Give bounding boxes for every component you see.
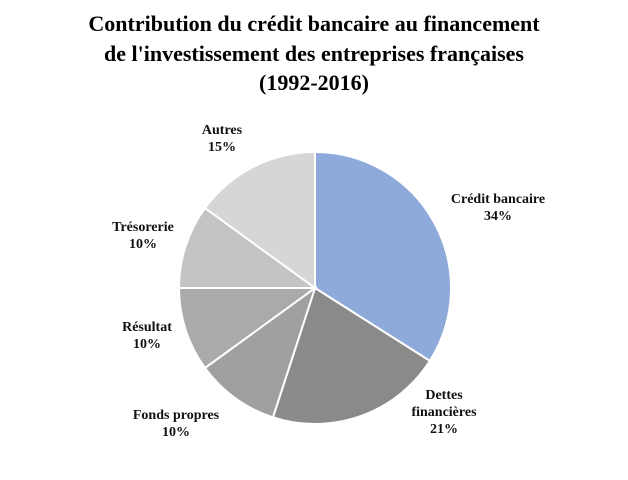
pie-slice-autres: [203, 150, 316, 290]
slice-label-credit-bancaire: Crédit bancaire 34%: [451, 192, 545, 224]
slice-value-label: 10%: [133, 337, 161, 352]
slice-name-label: Résultat: [122, 320, 172, 335]
slice-value-label: 21%: [430, 422, 458, 437]
slice-name-label: Trésorerie: [112, 220, 174, 235]
slice-name-label: financières: [411, 405, 477, 420]
chart-title-line-1: Contribution du crédit bancaire au finan…: [88, 11, 540, 36]
pie-slice-tresorerie: [177, 206, 319, 289]
slice-label-autres: Autres 15%: [202, 123, 243, 155]
slice-value-label: 10%: [162, 425, 190, 440]
chart-title: Contribution du crédit bancaire au finan…: [88, 11, 540, 95]
chart-title-line-2: de l'investissement des entreprises fran…: [104, 41, 524, 66]
slice-name-label: Dettes: [425, 388, 463, 403]
slice-value-label: 10%: [129, 237, 157, 252]
pie-slice-fonds-propres: [203, 285, 317, 419]
chart-title-line-3: (1992-2016): [259, 70, 369, 95]
pie-slices: [177, 150, 452, 425]
slice-label-resultat: Résultat 10%: [122, 320, 172, 352]
slice-value-label: 34%: [484, 209, 512, 224]
pie-labels: Crédit bancaire 34% Dettes financières 21% Fo…: [112, 123, 545, 440]
pie-slice-resultat: [177, 287, 319, 370]
slice-name-label: Crédit bancaire: [451, 192, 545, 207]
slice-value-label: 15%: [208, 140, 236, 155]
slice-name-label: Fonds propres: [133, 408, 220, 423]
slice-name-label: Autres: [202, 123, 243, 138]
slice-label-tresorerie: Trésorerie 10%: [112, 220, 174, 252]
slice-label-fonds-propres: Fonds propres 10%: [133, 408, 220, 440]
pie-slice-dettes-financieres: [271, 286, 432, 425]
slice-label-dettes-financieres: Dettes financières 21%: [411, 388, 477, 437]
